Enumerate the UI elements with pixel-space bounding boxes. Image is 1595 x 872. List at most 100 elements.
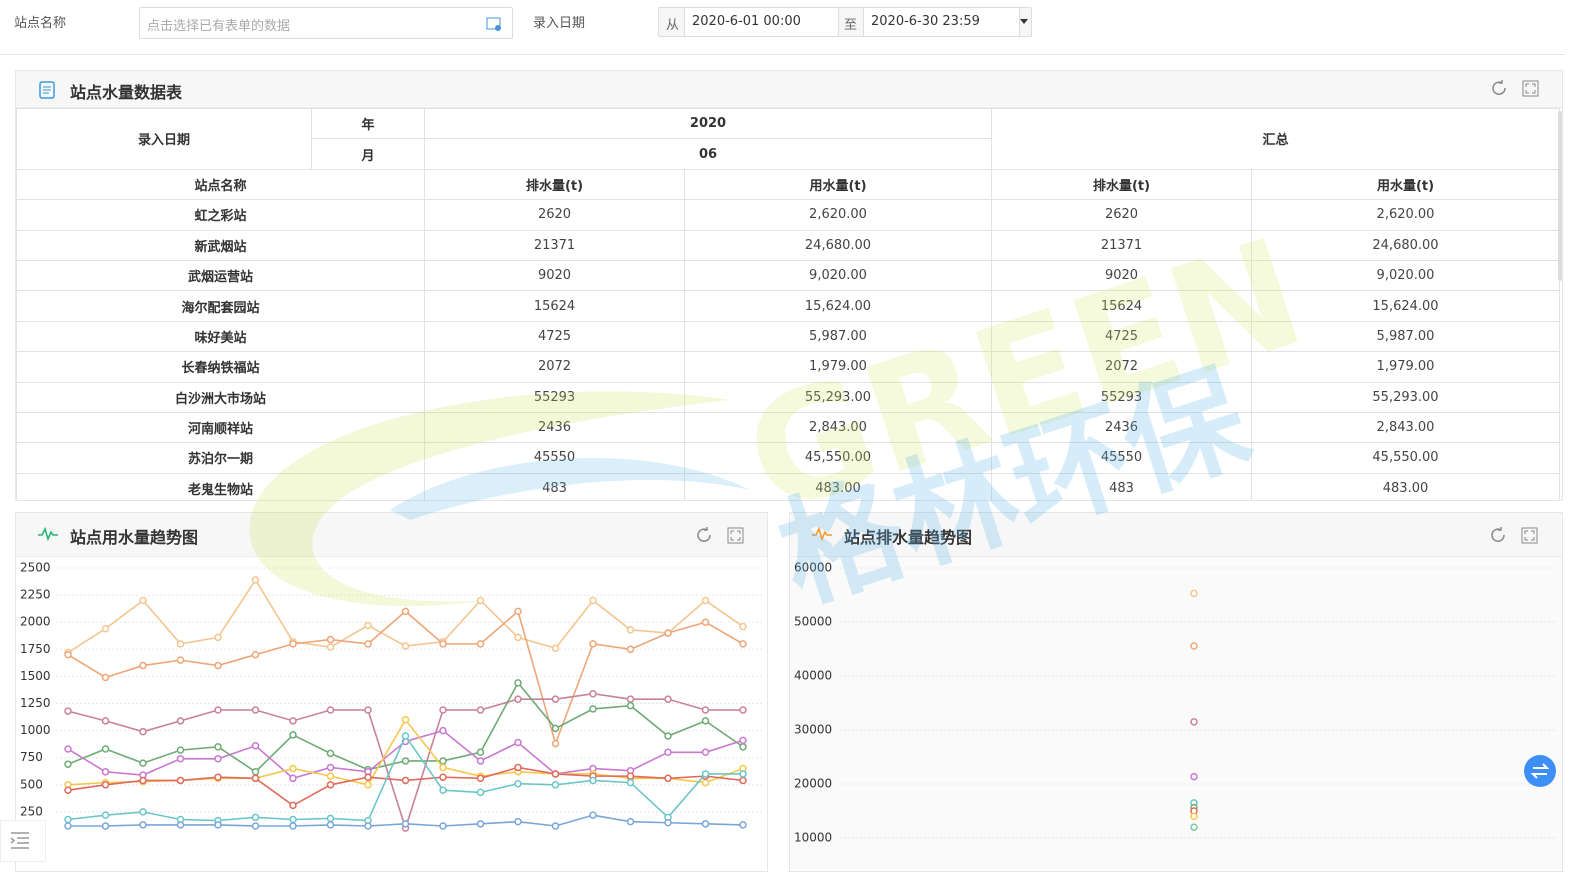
- data-table: 录入日期年 2020 汇总月 06 站点名称 排水量(t) 用水量(t) 排水量(t) 用水量(…: [16, 107, 1560, 500]
- table-cell: 排水量(t): [424, 168, 685, 201]
- data-point: [364, 706, 372, 714]
- scrollbar[interactable]: [1558, 111, 1562, 281]
- data-point: [139, 596, 147, 605]
- data-point: [476, 757, 485, 765]
- y-tick-label: 1000: [20, 723, 51, 737]
- table-cell: 483: [991, 472, 1252, 500]
- data-point: [64, 815, 72, 824]
- select-icon[interactable]: [486, 16, 502, 32]
- y-tick-label: 1750: [20, 642, 51, 656]
- table-cell: 45,550.00: [684, 442, 992, 474]
- to-field[interactable]: 2020-6-30 23:59: [863, 8, 1020, 36]
- y-tick-label: 40000: [794, 669, 832, 683]
- data-point: [739, 706, 747, 714]
- data-point: [739, 776, 747, 785]
- table-cell: 4725: [991, 320, 1252, 353]
- data-point: [589, 705, 597, 713]
- table-cell: 2,620.00: [1251, 199, 1560, 231]
- table-cell: 483.00: [684, 472, 992, 500]
- table-cell: 15,624.00: [1251, 290, 1560, 322]
- table-cell: 用水量(t): [684, 168, 992, 201]
- data-point: [664, 818, 672, 827]
- divider: [0, 54, 1565, 55]
- from-value: 2020-6-01 00:00: [692, 14, 801, 29]
- refresh-button[interactable]: [1489, 78, 1509, 98]
- data-point: [664, 629, 672, 637]
- series-line: [67, 766, 744, 807]
- data-row: 武烟运营站 9020 9,020.00 9020 9,020.00: [16, 259, 1560, 292]
- data-point: [439, 706, 447, 714]
- table-cell: 月: [311, 138, 425, 170]
- data-point: [64, 650, 72, 659]
- table-cell: 4725: [424, 320, 685, 353]
- table-cell: 21371: [424, 229, 685, 261]
- float-button[interactable]: [1524, 755, 1556, 787]
- data-point: [551, 644, 560, 652]
- data-point: [214, 706, 222, 714]
- table-cell: 45550: [991, 442, 1252, 474]
- data-point: [401, 776, 410, 785]
- table-cell: 2620: [991, 199, 1252, 231]
- data-point: [739, 743, 747, 751]
- data-point: [214, 755, 222, 763]
- dropdown-arrow[interactable]: [1020, 19, 1030, 25]
- expand-button[interactable]: [1522, 80, 1540, 98]
- table-cell: 2072: [424, 351, 685, 383]
- scatter-chart: 10000 20000 30000 40000 50000 60000: [790, 557, 1562, 869]
- data-row: 虹之彩站 2620 2,620.00 2620 2,620.00: [16, 199, 1560, 231]
- y-tick-label: 500: [20, 777, 43, 791]
- table-cell: 5,987.00: [1251, 320, 1560, 353]
- data-point: [101, 822, 110, 830]
- data-point: [176, 755, 185, 763]
- data-point: [701, 706, 710, 714]
- data-point: [176, 656, 185, 664]
- y-tick-label: 20000: [794, 777, 832, 791]
- table-cell: 2,620.00: [684, 199, 992, 231]
- expand-button[interactable]: [727, 527, 745, 545]
- data-point: [1190, 772, 1198, 781]
- y-tick-label: 1250: [20, 696, 51, 710]
- data-point: [401, 716, 410, 724]
- data-point: [701, 717, 710, 725]
- label: 录入日期: [533, 16, 586, 31]
- table-cell: 2620: [424, 199, 685, 231]
- data-point: [739, 622, 747, 631]
- data-point: [701, 618, 710, 626]
- data-row: 长春纳铁福站 2072 1,979.00 2072 1,979.00: [16, 351, 1560, 383]
- data-point: [101, 717, 110, 725]
- date-range[interactable]: 从 2020-6-01 00:00 至 2020-6-30 23:59: [658, 7, 1032, 37]
- from-field[interactable]: 2020-6-01 00:00: [684, 8, 839, 36]
- data-point: [514, 695, 522, 703]
- data-point: [701, 748, 710, 757]
- data-point: [626, 778, 635, 787]
- refresh-button[interactable]: [1488, 525, 1508, 545]
- chart-panel: 站点排水量趋势图 10000 20000 30000 40000 50000 60000: [789, 512, 1563, 872]
- table-cell: 24,680.00: [1251, 229, 1560, 261]
- y-tick-label: 50000: [794, 615, 832, 629]
- data-point: [514, 763, 522, 772]
- refresh-button[interactable]: [694, 525, 714, 545]
- data-point: [664, 695, 672, 703]
- table-cell: 1,979.00: [684, 351, 992, 383]
- data-point: [476, 748, 485, 757]
- line-chart: 250 500 750 1000 1250 1500 1750 2000 2250 2500: [20, 561, 762, 832]
- panel-title: 站点水量数据表: [70, 83, 183, 102]
- y-tick-label: 1500: [20, 669, 51, 683]
- table-cell: 9020: [991, 259, 1252, 292]
- data-point: [139, 821, 147, 829]
- chart-icon: [38, 527, 58, 541]
- from-label: 从: [666, 18, 680, 33]
- menu-toggle[interactable]: [0, 820, 46, 862]
- table-cell: 老鬼生物站: [16, 472, 425, 500]
- data-point: [514, 633, 522, 642]
- data-point: [551, 781, 560, 789]
- data-point: [626, 626, 635, 634]
- table-cell: 55,293.00: [1251, 381, 1560, 413]
- chart-panel: 站点用水量趋势图 250 500 750 1000 1250 1500 1750 2000 22…: [15, 512, 768, 872]
- y-tick-label: 2500: [20, 561, 51, 575]
- table-cell: 06: [424, 138, 992, 170]
- data-point: [551, 770, 560, 778]
- expand-button[interactable]: [1521, 527, 1539, 545]
- station-input[interactable]: 点击选择已有表单的数据: [139, 7, 513, 39]
- data-point: [326, 814, 335, 823]
